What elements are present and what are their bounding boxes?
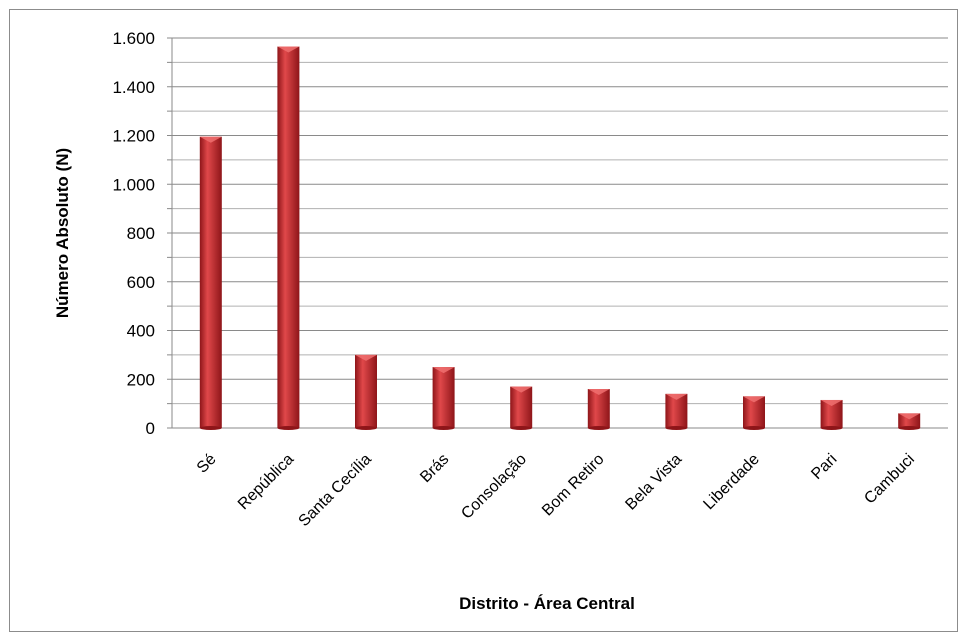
y-tick-label: 1.400 [112,78,155,97]
y-tick-label: 0 [146,419,155,438]
x-category-label: Liberdade [700,451,762,513]
bar-7 [665,393,688,428]
bar-6 [587,389,610,428]
y-axis-title: Número Absoluto (N) [53,148,72,318]
bar-cap-8 [743,396,765,403]
bar-base-6 [587,426,610,430]
bar-cap-5 [510,386,533,393]
x-category-label: Bom Retiro [539,451,608,520]
bar-cap-3 [355,354,377,361]
y-tick-label: 200 [127,370,155,389]
bar-base-2 [277,426,300,430]
bar-base-7 [665,426,688,430]
chart-frame [9,9,958,632]
bar-cap-9 [820,399,843,406]
x-category-label: Bela Vista [622,451,685,514]
y-axis-ticks: 0 200 400 600 800 1.000 1.200 1.400 1.600 [112,29,155,438]
bar-4 [432,367,455,428]
y-tick-label: 400 [127,322,155,341]
bar-base-9 [820,426,843,430]
bar-base-4 [432,426,455,430]
bar-9 [820,399,843,428]
x-category-label: República [235,451,297,513]
bar-cap-2 [277,46,300,53]
bar-cap-1 [199,136,222,143]
bar-base-3 [355,426,377,430]
x-category-label: Santa Cecília [296,451,375,530]
bar-cap-4 [432,367,455,374]
x-category-label: Consolação [458,451,530,523]
bars [199,46,921,430]
x-category-label: Brás [417,451,452,486]
y-tick-label: 600 [127,273,155,292]
bar-5 [510,386,533,428]
bar-base-8 [743,426,765,430]
bar-base-1 [199,426,222,430]
y-tick-label: 1.200 [112,127,155,146]
bar-base-10 [898,426,921,430]
bar-2 [277,46,300,428]
x-axis-title: Distrito - Área Central [459,594,635,613]
x-category-label: Sé [194,451,220,477]
y-tick-label: 1.000 [112,175,155,194]
gridlines [167,37,948,429]
y-tick-label: 1.600 [112,29,155,48]
bar-1 [199,136,222,428]
x-category-label: Pari [808,451,840,483]
bar-cap-10 [898,413,921,420]
bar-10 [898,413,921,428]
y-tick-label: 800 [127,224,155,243]
bar-8 [743,396,765,428]
x-category-label: Cambuci [861,451,918,508]
bar-cap-7 [665,393,688,400]
bar-cap-6 [587,389,610,395]
bar-base-5 [510,426,533,430]
bar-3 [355,354,377,428]
